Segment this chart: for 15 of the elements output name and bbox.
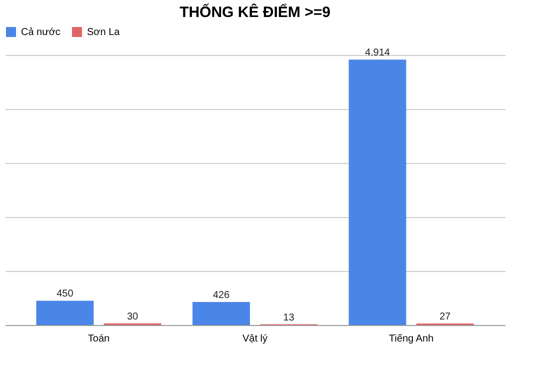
data-label: 4.914 bbox=[364, 48, 390, 59]
x-tick-label: Tiếng Anh bbox=[388, 334, 434, 344]
legend-label: Cả nước bbox=[21, 27, 60, 38]
x-tick-label: Vật lý bbox=[242, 334, 268, 344]
bar bbox=[36, 300, 94, 325]
chart-title: THỐNG KÊ ĐIỂM >=9 bbox=[180, 3, 330, 21]
legend-label: Sơn La bbox=[87, 27, 120, 38]
bar bbox=[192, 302, 250, 325]
data-label: 13 bbox=[283, 312, 295, 324]
data-label: 27 bbox=[439, 312, 452, 323]
x-tick-label: Toán bbox=[88, 334, 110, 344]
data-label: 450 bbox=[56, 288, 74, 300]
data-label: 30 bbox=[126, 311, 139, 322]
bar bbox=[348, 60, 406, 325]
data-label: 426 bbox=[212, 290, 230, 301]
